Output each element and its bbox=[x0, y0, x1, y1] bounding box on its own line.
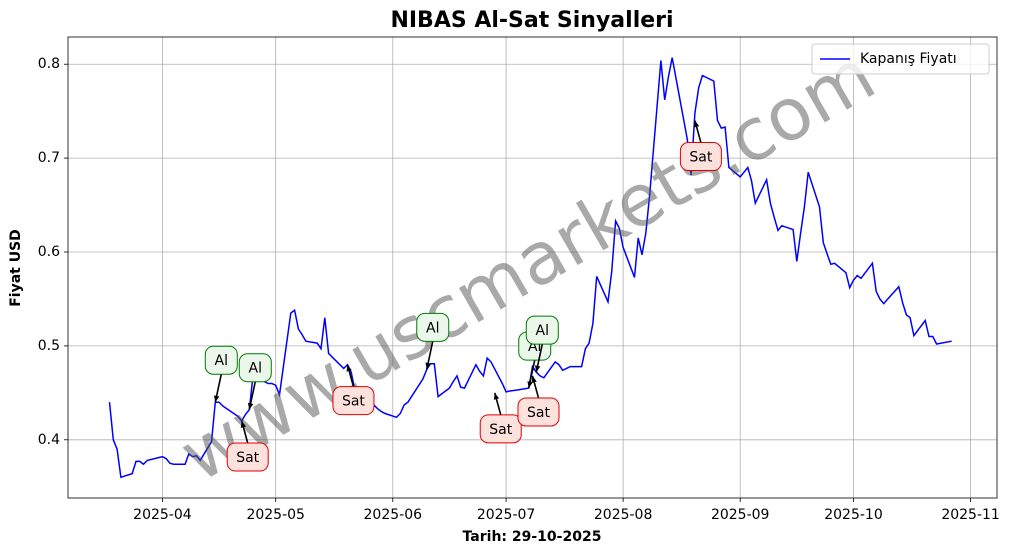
annotation-box bbox=[204, 345, 238, 375]
arrow-head bbox=[534, 365, 541, 373]
annotation-box bbox=[332, 386, 375, 416]
x-tick-label: 2025-06 bbox=[364, 507, 423, 523]
legend-label: Kapanış Fiyatı bbox=[860, 51, 957, 67]
annotation-label: Al bbox=[536, 323, 549, 339]
annotation-box bbox=[479, 414, 522, 444]
annotation-label: Al bbox=[426, 320, 439, 336]
x-tick-label: 2025-09 bbox=[711, 507, 770, 523]
annotation: Sat bbox=[679, 120, 722, 172]
x-tick-label: 2025-07 bbox=[477, 507, 536, 523]
arrow-head bbox=[240, 421, 247, 428]
legend: Kapanış Fiyatı bbox=[811, 43, 990, 75]
arrow-head bbox=[531, 375, 537, 383]
annotation-label: Al bbox=[249, 361, 262, 377]
arrow-head bbox=[346, 364, 352, 372]
annotation-label: Al bbox=[215, 353, 228, 369]
annotation: Sat bbox=[517, 375, 560, 427]
annotation-box bbox=[416, 312, 450, 342]
arrow-head bbox=[527, 381, 533, 389]
annotation: Sat bbox=[332, 364, 375, 416]
annotation-label: Sat bbox=[489, 422, 512, 438]
annotation: Al bbox=[525, 315, 559, 373]
x-tick-label: 2025-04 bbox=[133, 507, 192, 523]
x-tick-label: 2025-11 bbox=[941, 507, 1000, 523]
annotation-box bbox=[679, 142, 722, 172]
annotation-box bbox=[525, 315, 559, 345]
annotation: Sat bbox=[479, 392, 522, 444]
annotation: Sat bbox=[226, 420, 269, 472]
annotation-label: Sat bbox=[527, 405, 550, 421]
y-tick-label: 0.6 bbox=[38, 244, 60, 260]
annotation: Al bbox=[204, 345, 238, 403]
annotation-box bbox=[517, 397, 560, 427]
price-line bbox=[108, 57, 952, 479]
x-axis-label: Tarih: 29-10-2025 bbox=[463, 529, 602, 545]
annotation-label: Sat bbox=[236, 450, 259, 466]
y-tick-label: 0.7 bbox=[38, 150, 60, 166]
annotation-label: Sat bbox=[689, 150, 712, 166]
plot-frame bbox=[67, 36, 998, 499]
y-tick-label: 0.4 bbox=[38, 432, 60, 448]
legend-box bbox=[811, 43, 990, 75]
annotation-box bbox=[238, 353, 272, 383]
annotation: Al bbox=[238, 353, 272, 410]
arrow-head bbox=[493, 392, 500, 400]
annotation-label: Sat bbox=[342, 394, 365, 410]
y-tick-label: 0.5 bbox=[38, 338, 60, 354]
annotation-box bbox=[226, 442, 269, 472]
chart-title: NIBAS Al-Sat Sinyalleri bbox=[390, 8, 673, 33]
y-tick-label: 0.8 bbox=[38, 56, 60, 72]
x-tick-label: 2025-08 bbox=[594, 507, 653, 523]
x-tick-label: 2025-10 bbox=[824, 507, 883, 523]
arrow-head bbox=[693, 120, 700, 128]
x-tick-label: 2025-05 bbox=[246, 507, 305, 523]
arrow-head bbox=[213, 395, 220, 403]
watermark: www.uscmarkets.com bbox=[166, 33, 888, 498]
arrow-head bbox=[425, 362, 431, 370]
annotation: Al bbox=[416, 312, 450, 370]
y-axis-label: Fiyat USD bbox=[8, 229, 24, 307]
arrow-head bbox=[247, 402, 254, 410]
